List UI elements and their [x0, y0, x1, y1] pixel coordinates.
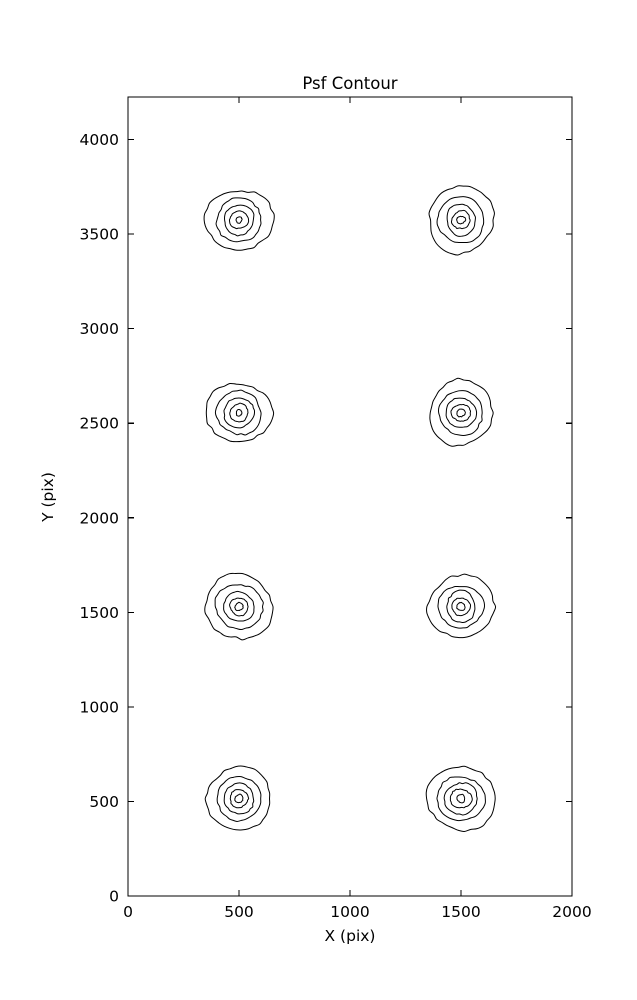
contour-level-line [456, 408, 466, 418]
y-tick-label: 500 [89, 793, 119, 811]
contour-level-line [234, 601, 244, 612]
contour-level-line [456, 601, 466, 611]
psf-contour-group [428, 185, 495, 256]
y-tick-label: 3000 [80, 320, 119, 338]
psf-contour-group [429, 377, 494, 447]
y-tick-label: 2000 [80, 509, 119, 527]
page-title: Psf Contour [302, 74, 397, 93]
contour-level-line [214, 584, 264, 631]
contour-level-line [450, 403, 472, 422]
y-axis-label: Y (pix) [39, 472, 57, 523]
contour-level-line [223, 590, 255, 622]
contour-level-line [223, 782, 255, 815]
contour-level-line [428, 185, 495, 256]
psf-contour-group [204, 765, 271, 831]
contour-level-line [229, 789, 250, 809]
contour-level-line [224, 204, 255, 237]
contour-level-line [425, 765, 496, 832]
contour-level-line [204, 765, 271, 831]
psf-contour-group [426, 573, 497, 639]
contour-level-line [229, 597, 249, 617]
y-tick-label: 0 [109, 888, 119, 906]
contour-level-line [235, 408, 243, 417]
contour-level-line [235, 216, 243, 224]
x-tick-label: 1000 [330, 903, 369, 921]
contour-level-line [446, 589, 476, 623]
y-tick-label: 1500 [80, 604, 119, 622]
plot-background [128, 97, 572, 896]
contour-level-line [216, 775, 262, 822]
y-tick-label: 3500 [80, 226, 119, 244]
psf-contour-group [205, 382, 275, 443]
contour-level-line [437, 585, 486, 629]
x-tick-label: 0 [123, 903, 133, 921]
x-tick-label: 1500 [441, 903, 480, 921]
contour-level-line [450, 209, 471, 230]
contour-level-line [205, 382, 275, 443]
contour-level-line [426, 573, 497, 639]
contour-series-layer [203, 185, 497, 832]
psf-contour-group [425, 765, 496, 832]
contour-level-line [445, 397, 478, 428]
x-axis-label: X (pix) [325, 927, 376, 945]
contour-level-line [451, 597, 472, 617]
contour-level-line [215, 197, 262, 243]
psf-contour-group [203, 190, 275, 251]
contour-level-line [223, 397, 256, 429]
contour-level-line [436, 196, 485, 244]
y-tick-label: 4000 [80, 131, 119, 149]
psf-contour-group [204, 572, 274, 641]
x-tick-label: 500 [224, 903, 254, 921]
contour-level-line [429, 377, 494, 447]
contour-level-line [203, 190, 275, 251]
y-tick-label: 2500 [80, 415, 119, 433]
contour-level-line [436, 776, 486, 822]
contour-level-line [204, 572, 274, 641]
contour-level-line [443, 782, 478, 816]
contour-level-line [446, 203, 476, 237]
contour-level-line [438, 390, 483, 436]
contour-level-line [214, 389, 262, 436]
y-tick-label: 1000 [80, 698, 119, 716]
contour-level-line [456, 215, 467, 225]
contour-level-line [456, 793, 466, 804]
contour-level-line [229, 402, 249, 423]
axis-ticks-layer: 0 500 1000 1500 2000 0 500 1000 1500 2000 2500 3000… [80, 97, 592, 921]
contour-level-line [449, 788, 473, 809]
contour-level-line [234, 793, 244, 804]
x-tick-label: 2000 [552, 903, 591, 921]
contour-level-line [228, 210, 250, 230]
